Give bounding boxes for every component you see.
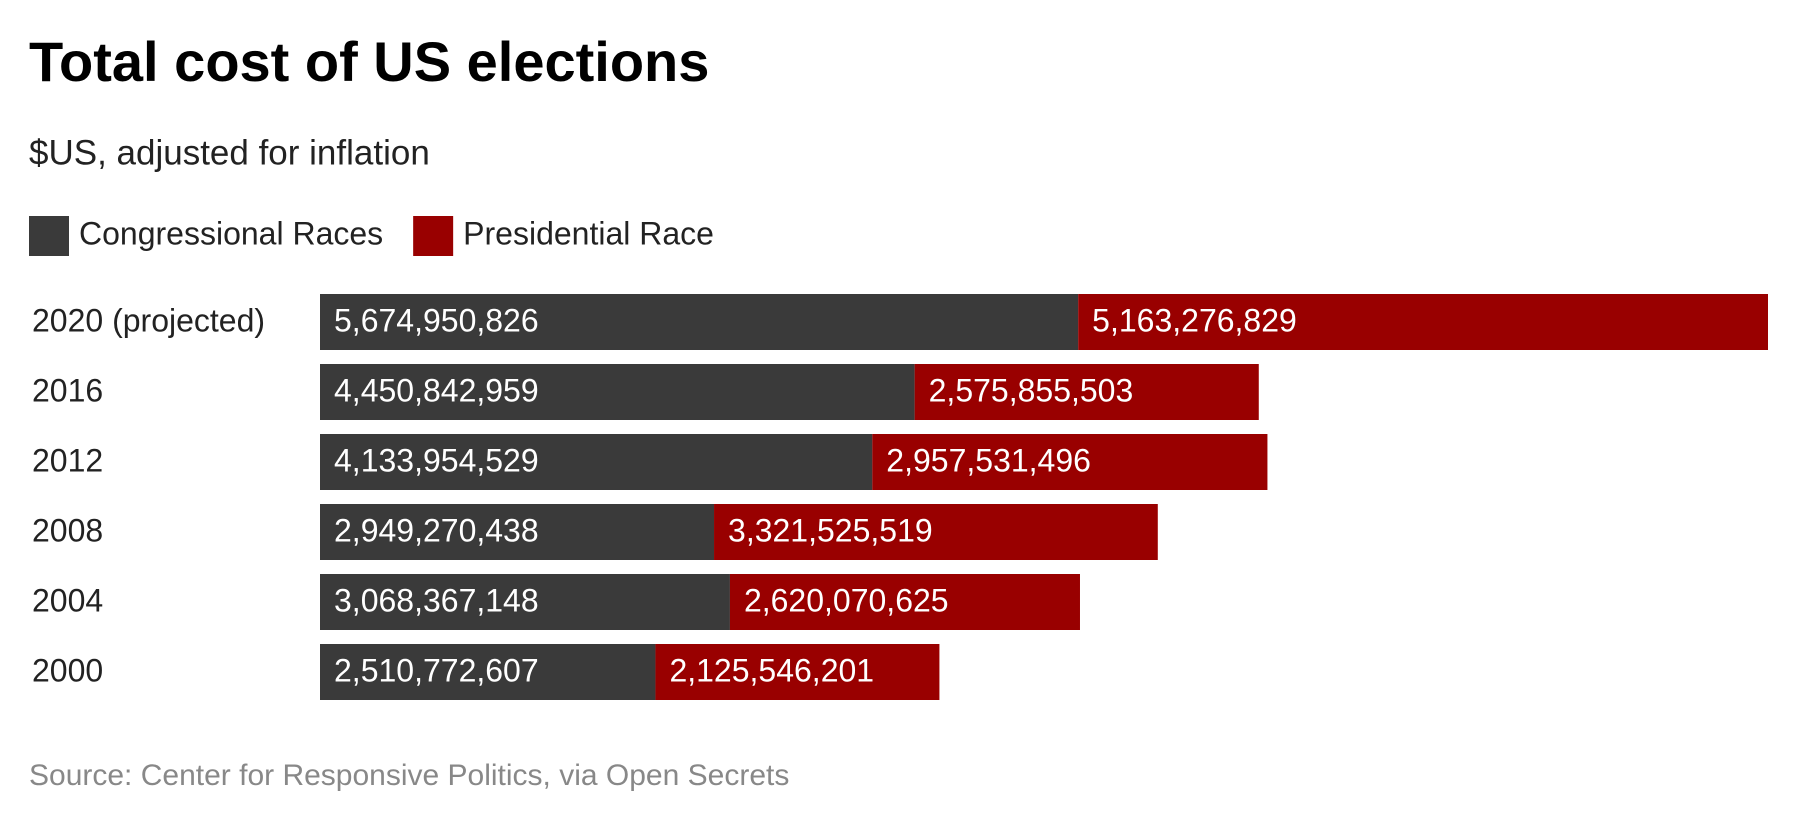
data-label: 2,125,546,201 [669, 652, 874, 688]
legend-label: Presidential Race [463, 215, 714, 251]
y-tick-label: 2012 [32, 442, 103, 478]
bar-segment [320, 574, 730, 630]
data-label: 3,321,525,519 [728, 512, 933, 548]
bar-segment [320, 504, 715, 560]
y-tick-label: 2004 [32, 582, 103, 618]
bar-segment [914, 364, 1259, 420]
data-label: 4,133,954,529 [334, 442, 539, 478]
data-label: 2,510,772,607 [334, 652, 539, 688]
data-label: 3,068,367,148 [334, 582, 539, 618]
data-label: 2,620,070,625 [744, 582, 949, 618]
y-tick-label: 2008 [32, 512, 103, 548]
legend-label: Congressional Races [79, 215, 383, 251]
data-label: 2,949,270,438 [334, 512, 539, 548]
legend-swatch [413, 216, 454, 256]
bar-segment [655, 644, 940, 700]
data-label: 2,957,531,496 [886, 442, 1091, 478]
bar-segment [320, 644, 656, 700]
data-label: 2,575,855,503 [929, 372, 1134, 408]
y-tick-label: 2020 (projected) [32, 302, 265, 338]
bar-segment [714, 504, 1158, 560]
bar-segment [1078, 294, 1768, 350]
y-tick-label: 2016 [32, 372, 103, 408]
bar-segment [320, 364, 915, 420]
bar-segment [872, 434, 1268, 490]
bar-segment [320, 434, 873, 490]
data-label: 5,674,950,826 [334, 302, 539, 338]
data-label: 5,163,276,829 [1092, 302, 1297, 338]
bar-segment [320, 294, 1079, 350]
source-note: Source: Center for Responsive Politics, … [29, 759, 789, 792]
legend-swatch [29, 216, 69, 256]
bar-segment [729, 574, 1080, 630]
data-label: 4,450,842,959 [334, 372, 539, 408]
chart-subtitle: $US, adjusted for inflation [29, 133, 430, 172]
chart-title: Total cost of US elections [29, 30, 709, 93]
y-tick-label: 2000 [32, 652, 103, 688]
